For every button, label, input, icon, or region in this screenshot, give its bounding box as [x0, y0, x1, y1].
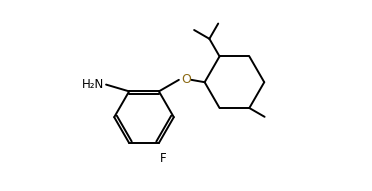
- Text: O: O: [182, 73, 191, 86]
- Text: H₂N: H₂N: [82, 78, 104, 91]
- Text: F: F: [160, 152, 166, 165]
